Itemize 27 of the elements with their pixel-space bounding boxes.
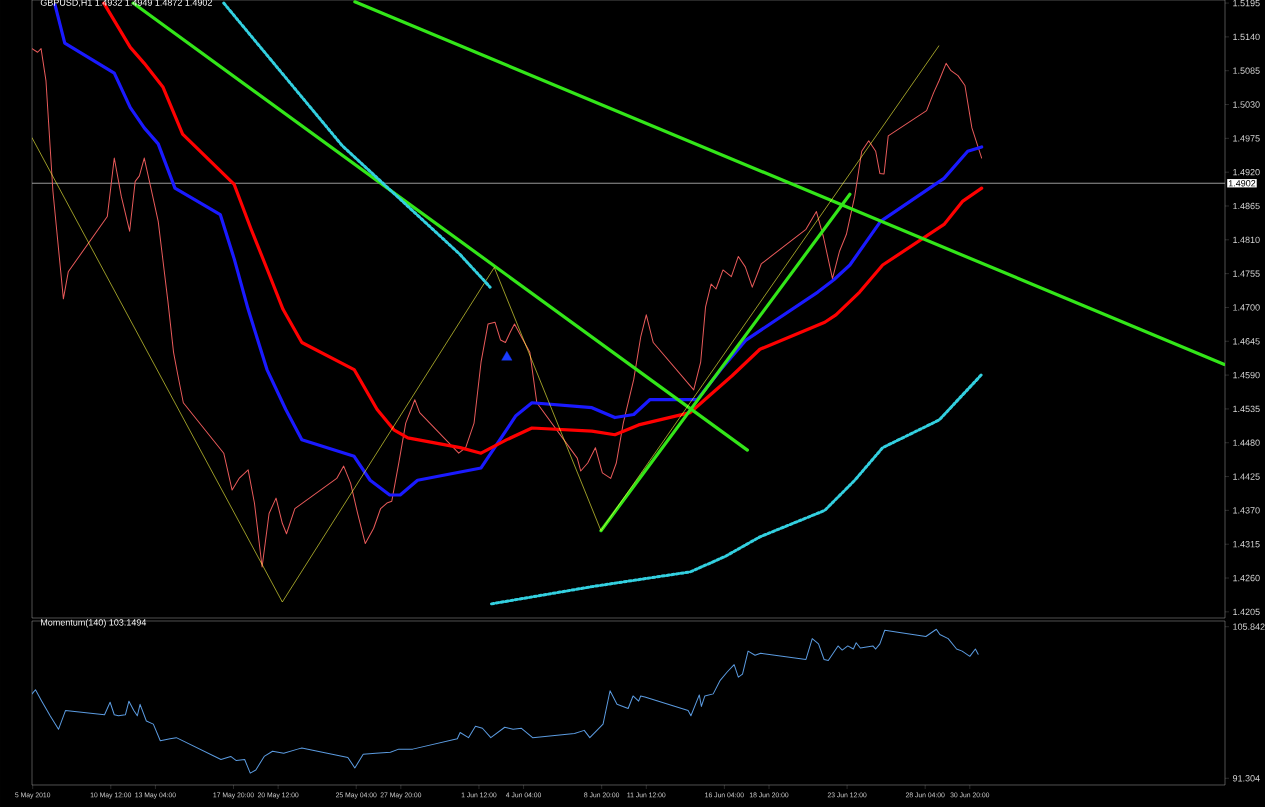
y-tick-label: 1.4920 xyxy=(1233,168,1260,176)
line-series xyxy=(490,372,984,606)
y-tick-label: 1.4480 xyxy=(1233,439,1260,446)
y-tick-label: 1.5030 xyxy=(1233,101,1260,108)
chart-title: GBPUSD,H1 1.4932 1.4949 1.4872 1.4902 xyxy=(40,0,212,7)
y-tick-label: 1.4700 xyxy=(1233,304,1260,311)
y-tick-label: 91.304 xyxy=(1232,775,1260,782)
y-tick-label: 105.842 xyxy=(1233,623,1265,630)
y-tick-label: 1.4645 xyxy=(1233,338,1260,345)
y-tick-label: 1.4810 xyxy=(1233,236,1260,244)
y-tick-label: 1.4590 xyxy=(1233,371,1260,379)
ref-line-label: 1.4902 xyxy=(1228,180,1256,187)
y-tick-label: 1.4260 xyxy=(1233,574,1260,582)
chart-title: Momentum(140) 103.1494 xyxy=(41,619,147,628)
y-tick-label: 1.4315 xyxy=(1233,541,1260,548)
y-tick-label: 1.4425 xyxy=(1233,473,1260,480)
y-tick-label: 1.4370 xyxy=(1233,507,1260,514)
y-tick-label: 1.4975 xyxy=(1233,135,1260,142)
y-tick-label: 1.4205 xyxy=(1233,608,1260,616)
line-series xyxy=(222,1,492,289)
y-tick-label: 1.4755 xyxy=(1233,270,1260,277)
y-tick-label: 1.5085 xyxy=(1233,67,1260,74)
y-tick-label: 1.5140 xyxy=(1233,33,1260,41)
line-series xyxy=(32,628,979,774)
y-tick-label: 1.4535 xyxy=(1233,405,1260,413)
y-tick-label: 1.5195 xyxy=(1233,0,1260,7)
y-tick-label: 1.4865 xyxy=(1233,202,1260,210)
